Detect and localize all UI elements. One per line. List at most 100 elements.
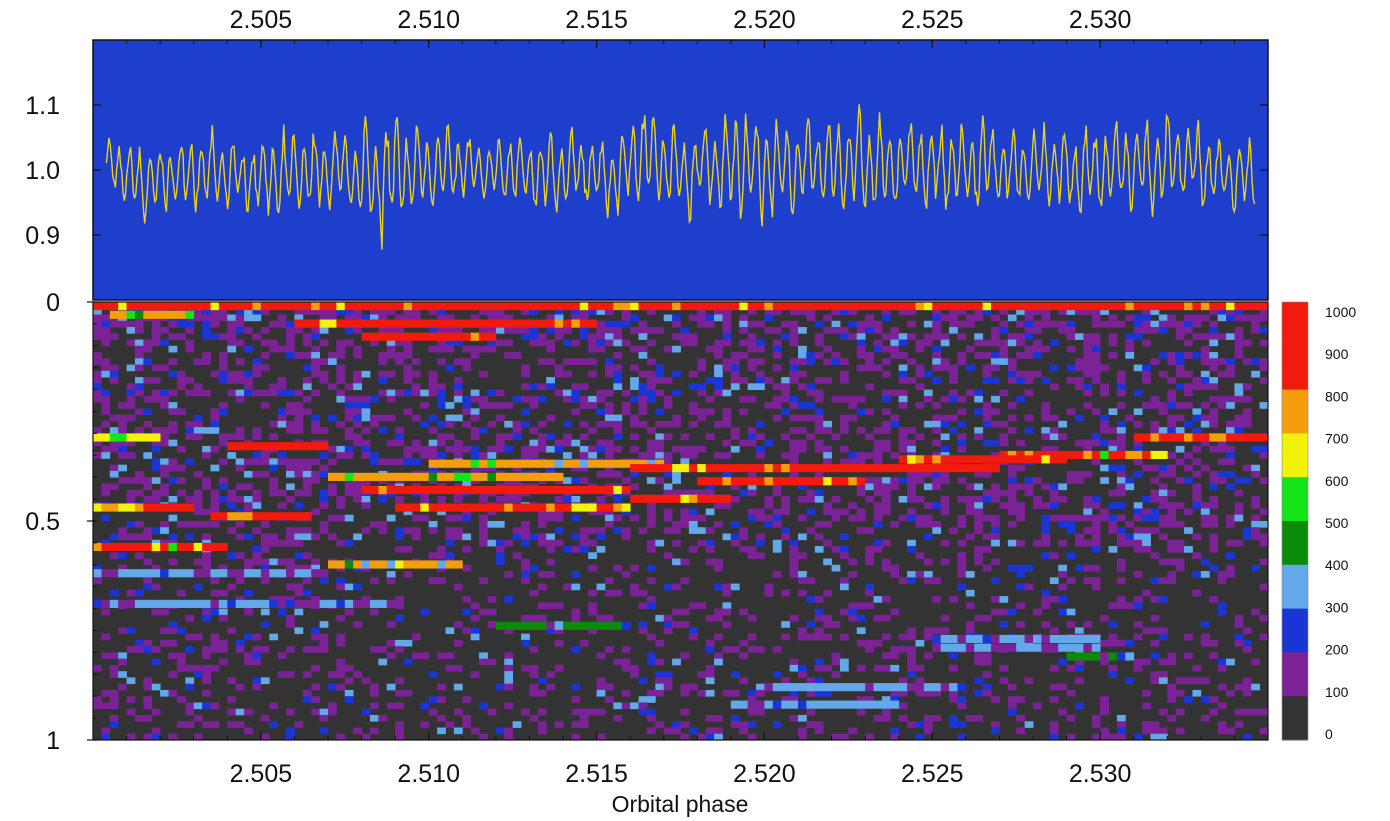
heatmap-cell — [764, 589, 774, 597]
heatmap-band-cell — [1125, 302, 1135, 311]
heatmap-cell — [1158, 627, 1168, 635]
heatmap-band-cell — [353, 302, 362, 311]
heatmap-cell — [873, 439, 883, 447]
heatmap-cell — [185, 339, 195, 347]
heatmap-cell — [1091, 358, 1101, 365]
heatmap-cell — [210, 445, 220, 453]
heatmap-cell — [1167, 652, 1177, 660]
heatmap-cell — [286, 596, 295, 603]
heatmap-cell — [1074, 358, 1084, 365]
heatmap-cell — [571, 683, 581, 691]
heatmap-cell — [395, 727, 404, 735]
heatmap-cell — [470, 395, 480, 403]
heatmap-cell — [932, 333, 942, 340]
heatmap-cell — [1158, 671, 1168, 678]
heatmap-band-cell — [470, 319, 480, 328]
heatmap-cell — [697, 489, 707, 497]
heatmap-cell — [353, 314, 362, 322]
heatmap-cell — [1251, 320, 1260, 328]
heatmap-band-cell — [1033, 455, 1042, 464]
heatmap-cell — [604, 683, 614, 691]
heatmap-cell — [1251, 370, 1260, 378]
heatmap-band-cell — [1242, 433, 1252, 442]
heatmap-cell — [202, 508, 211, 516]
heatmap-cell — [151, 683, 161, 691]
heatmap-cell — [1074, 627, 1084, 635]
heatmap-cell — [621, 527, 631, 534]
heatmap-band-cell — [1007, 634, 1017, 644]
heatmap-cell — [277, 558, 287, 566]
heatmap-band-cell — [621, 459, 631, 468]
heatmap-cell — [202, 533, 211, 541]
heatmap-cell — [1033, 502, 1042, 509]
heatmap-cell — [235, 521, 245, 528]
heatmap-cell — [974, 395, 984, 403]
heatmap-cell — [1108, 514, 1118, 522]
heatmap-cell — [1142, 702, 1151, 710]
heatmap-cell — [369, 727, 379, 735]
heatmap-cell — [873, 546, 883, 553]
heatmap-cell — [1125, 483, 1135, 491]
heatmap-cell — [621, 314, 631, 322]
heatmap-cell — [1125, 639, 1135, 647]
heatmap-cell — [672, 727, 681, 735]
heatmap-cell — [1158, 658, 1168, 666]
heatmap-cell — [923, 652, 933, 660]
heatmap-band-cell — [529, 485, 539, 495]
heatmap-cell — [1033, 345, 1042, 353]
heatmap-cell — [1091, 721, 1101, 728]
heatmap-cell — [714, 714, 723, 722]
heatmap-cell — [1209, 395, 1219, 403]
heatmap-cell — [344, 445, 354, 453]
heatmap-cell — [848, 308, 858, 315]
heatmap-cell — [1192, 533, 1202, 541]
heatmap-cell — [311, 477, 320, 484]
heatmap-cell — [730, 646, 740, 653]
heatmap-band-cell — [126, 310, 136, 319]
heatmap-cell — [151, 427, 161, 434]
heatmap-cell — [739, 439, 749, 447]
heatmap-cell — [1083, 495, 1093, 503]
heatmap-band-cell — [361, 599, 371, 608]
heatmap-cell — [739, 608, 749, 616]
heatmap-cell — [252, 433, 262, 441]
heatmap-cell — [1066, 521, 1076, 528]
heatmap-cell — [730, 533, 740, 541]
heatmap-cell — [814, 489, 824, 497]
heatmap-cell — [294, 420, 304, 428]
colorbar-segment — [1282, 477, 1308, 522]
heatmap-cell — [462, 420, 472, 428]
heatmap-cell — [344, 395, 354, 403]
heatmap-cell — [1142, 627, 1151, 635]
heatmap-band-cell — [546, 503, 555, 512]
heatmap-cell — [1184, 633, 1193, 641]
heatmap-cell — [680, 333, 690, 340]
heatmap-band-cell — [957, 634, 967, 644]
heatmap-cell — [470, 433, 480, 441]
heatmap-cell — [1066, 308, 1076, 315]
heatmap-cell — [218, 639, 228, 647]
heatmap-cell — [915, 477, 925, 484]
heatmap-cell — [1217, 721, 1227, 728]
heatmap-cell — [521, 383, 530, 390]
heatmap-cell — [218, 308, 228, 315]
heatmap-band-cell — [437, 302, 446, 311]
heatmap-cell — [185, 664, 195, 672]
heatmap-cell — [1150, 358, 1160, 365]
heatmap-cell — [1074, 308, 1084, 315]
heatmap-cell — [554, 439, 564, 447]
heatmap-cell — [1041, 427, 1051, 434]
heatmap-cell — [789, 546, 799, 553]
heatmap-cell — [437, 420, 446, 428]
heatmap-cell — [353, 727, 362, 735]
heatmap-cell — [730, 364, 740, 372]
heatmap-cell — [714, 383, 723, 390]
heatmap-cell — [218, 495, 228, 503]
heatmap-cell — [395, 433, 404, 441]
heatmap-cell — [1251, 445, 1260, 453]
heatmap-cell — [160, 464, 169, 472]
heatmap-band-cell — [361, 319, 371, 328]
heatmap-band-cell — [613, 621, 623, 630]
heatmap-cell — [1226, 314, 1235, 322]
heatmap-cell — [210, 577, 220, 584]
